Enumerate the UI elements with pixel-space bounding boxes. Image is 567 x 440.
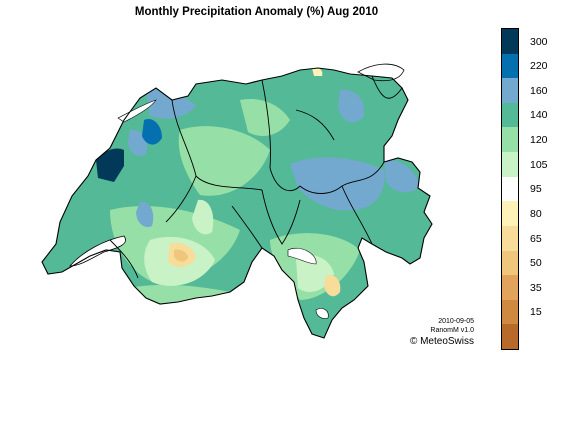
meteoswiss-credit: © MeteoSwiss <box>409 336 474 347</box>
legend-tick-label: 65 <box>530 232 542 245</box>
anomaly-zone-above-300 <box>96 148 124 182</box>
legend-color-swatch <box>502 176 518 202</box>
anomaly-zone-160-220 <box>338 89 365 123</box>
legend-tick-label: 140 <box>530 109 548 122</box>
anomaly-zone-120-140 <box>240 98 290 136</box>
legend-tick-label: 95 <box>530 183 542 196</box>
legend-color-swatch <box>502 102 518 128</box>
legend-tick-label: 15 <box>530 306 542 319</box>
lake-maggiore <box>287 247 317 265</box>
anomaly-zone-105-120 <box>192 199 214 235</box>
legend-tick-label: 35 <box>530 281 542 294</box>
anomaly-zone-160-220 <box>290 157 385 211</box>
anomaly-zone-160-220 <box>136 201 154 228</box>
legend-tick-label: 80 <box>530 207 542 220</box>
lake-constance-outline <box>357 63 405 82</box>
legend-color-swatch <box>502 152 518 178</box>
anomaly-zone-65-80 <box>324 274 341 297</box>
version-stamp: RanomM v1.0 <box>430 327 474 334</box>
anomaly-zone-220-300 <box>142 118 162 145</box>
legend-color-swatch <box>502 275 518 301</box>
legend-color-swatch <box>502 29 518 55</box>
legend-color-swatch <box>502 250 518 276</box>
legend-color-swatch <box>502 127 518 153</box>
map-title: Monthly Precipitation Anomaly (%) Aug 20… <box>134 6 379 18</box>
legend-tick-label: 220 <box>530 60 548 73</box>
legend-tick-label: 120 <box>530 134 548 147</box>
anomaly-zone-105-120 <box>296 254 334 292</box>
precipitation-anomaly-map <box>41 63 433 339</box>
lake-geneva <box>69 235 126 267</box>
anomaly-zone-160-220 <box>146 89 196 119</box>
switzerland-base <box>42 68 432 338</box>
date-stamp: 2010-09-05 <box>438 318 474 325</box>
legend-color-swatch <box>502 201 518 227</box>
legend-colorbar <box>501 28 519 350</box>
legend-color-swatch <box>502 53 518 79</box>
legend-color-swatch <box>502 225 518 252</box>
legend-color-swatch <box>502 299 518 325</box>
legend-color-swatch <box>502 78 518 104</box>
legend-tick-label: 160 <box>530 84 548 97</box>
legend-tick-label: 300 <box>530 35 548 48</box>
anomaly-zone-160-220 <box>384 159 420 193</box>
legend-color-swatch <box>502 324 518 350</box>
regional-borders <box>109 75 403 279</box>
anomaly-zone-80-95 <box>312 68 323 76</box>
lake-lugano <box>315 308 329 319</box>
legend-tick-label: 50 <box>530 257 542 270</box>
legend-tick-label: 105 <box>530 158 548 171</box>
anomaly-zone-50-65 <box>174 249 188 262</box>
anomaly-zone-120-140 <box>178 126 270 196</box>
